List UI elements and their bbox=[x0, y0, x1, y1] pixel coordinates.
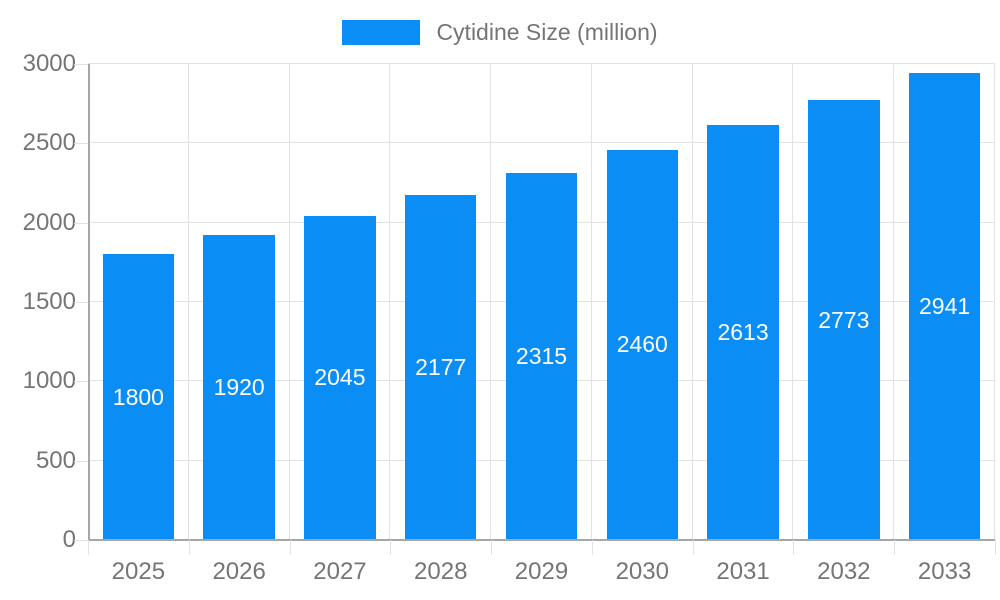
y-tick-label: 3000 bbox=[22, 50, 76, 77]
bar[interactable]: 2045 bbox=[304, 215, 376, 540]
x-tick-label: 2026 bbox=[212, 558, 266, 585]
bar[interactable]: 2773 bbox=[808, 100, 880, 540]
bar-value-label: 1920 bbox=[213, 374, 265, 401]
x-tick-label: 2033 bbox=[917, 558, 972, 585]
bar[interactable]: 1800 bbox=[102, 254, 175, 540]
y-tick-label: 2500 bbox=[22, 129, 76, 157]
bar-value-label: 2773 bbox=[818, 306, 870, 333]
legend-swatch bbox=[342, 19, 421, 45]
y-tick-label: 0 bbox=[62, 526, 76, 553]
x-tick bbox=[289, 540, 291, 555]
bar-value-label: 2315 bbox=[515, 342, 568, 369]
bar-value-label: 2045 bbox=[314, 364, 366, 391]
v-gridline bbox=[288, 64, 290, 540]
y-tick bbox=[74, 64, 88, 65]
x-axis-labels: 2025 2026 2027 2028 2029 2030 2031 2032 2033 bbox=[88, 558, 995, 592]
x-tick bbox=[692, 540, 694, 555]
h-gridline bbox=[88, 142, 995, 144]
x-tick-label: 2028 bbox=[414, 558, 468, 585]
x-tick bbox=[894, 540, 896, 555]
x-tick-label: 2029 bbox=[514, 558, 569, 585]
y-tick-label: 1500 bbox=[22, 288, 76, 315]
x-tick bbox=[390, 540, 392, 555]
y-tick-label: 1000 bbox=[22, 367, 76, 395]
x-tick-label: 2031 bbox=[716, 558, 770, 585]
h-gridline bbox=[88, 63, 995, 64]
bar[interactable]: 2315 bbox=[505, 172, 578, 540]
bar[interactable]: 2460 bbox=[606, 149, 679, 540]
y-tick bbox=[74, 540, 88, 541]
y-axis-ticks bbox=[74, 64, 88, 541]
y-tick bbox=[74, 143, 88, 145]
bar-value-label: 2460 bbox=[616, 331, 668, 358]
x-tick bbox=[88, 540, 89, 555]
bar-value-label: 2941 bbox=[919, 293, 971, 320]
x-tick bbox=[491, 540, 493, 555]
x-tick bbox=[591, 540, 593, 555]
y-tick-label: 500 bbox=[35, 446, 76, 474]
bar[interactable]: 2941 bbox=[908, 73, 981, 540]
v-gridline bbox=[187, 64, 189, 540]
x-axis-line bbox=[88, 539, 995, 541]
x-tick-label: 2027 bbox=[313, 558, 367, 585]
bar-value-label: 2177 bbox=[415, 353, 467, 380]
bar-value-label: 2613 bbox=[717, 319, 769, 346]
y-tick bbox=[74, 222, 88, 224]
y-axis-labels: 0 500 1000 1500 2000 2500 3000 bbox=[0, 50, 76, 553]
plot-area: 1800 1920 2045 2177 2315 2460 2613 2773 2941 bbox=[88, 63, 995, 541]
bar[interactable]: 1920 bbox=[203, 235, 275, 540]
v-gridline bbox=[792, 64, 794, 540]
legend-label: Cytidine Size (million) bbox=[436, 18, 658, 45]
bar[interactable]: 2177 bbox=[404, 194, 477, 540]
v-gridline bbox=[893, 64, 895, 540]
x-tick bbox=[793, 540, 795, 555]
y-tick bbox=[74, 381, 88, 383]
v-gridline bbox=[691, 64, 693, 540]
x-tick-label: 2030 bbox=[615, 558, 669, 585]
x-tick bbox=[188, 540, 190, 555]
x-tick-label: 2025 bbox=[111, 558, 166, 585]
v-gridline bbox=[490, 64, 492, 540]
x-tick bbox=[995, 540, 996, 555]
bar-value-label: 1800 bbox=[112, 383, 164, 410]
x-axis-ticks bbox=[88, 540, 996, 555]
y-axis-line bbox=[88, 64, 90, 540]
y-tick bbox=[74, 460, 88, 462]
v-gridline bbox=[994, 64, 995, 540]
bar[interactable]: 2613 bbox=[707, 125, 779, 540]
chart-legend: Cytidine Size (million) bbox=[0, 16, 1000, 48]
y-tick bbox=[74, 302, 88, 303]
y-tick-label: 2000 bbox=[22, 208, 76, 236]
v-gridline bbox=[590, 64, 592, 540]
x-tick-label: 2032 bbox=[817, 558, 871, 585]
v-gridline bbox=[389, 64, 391, 540]
